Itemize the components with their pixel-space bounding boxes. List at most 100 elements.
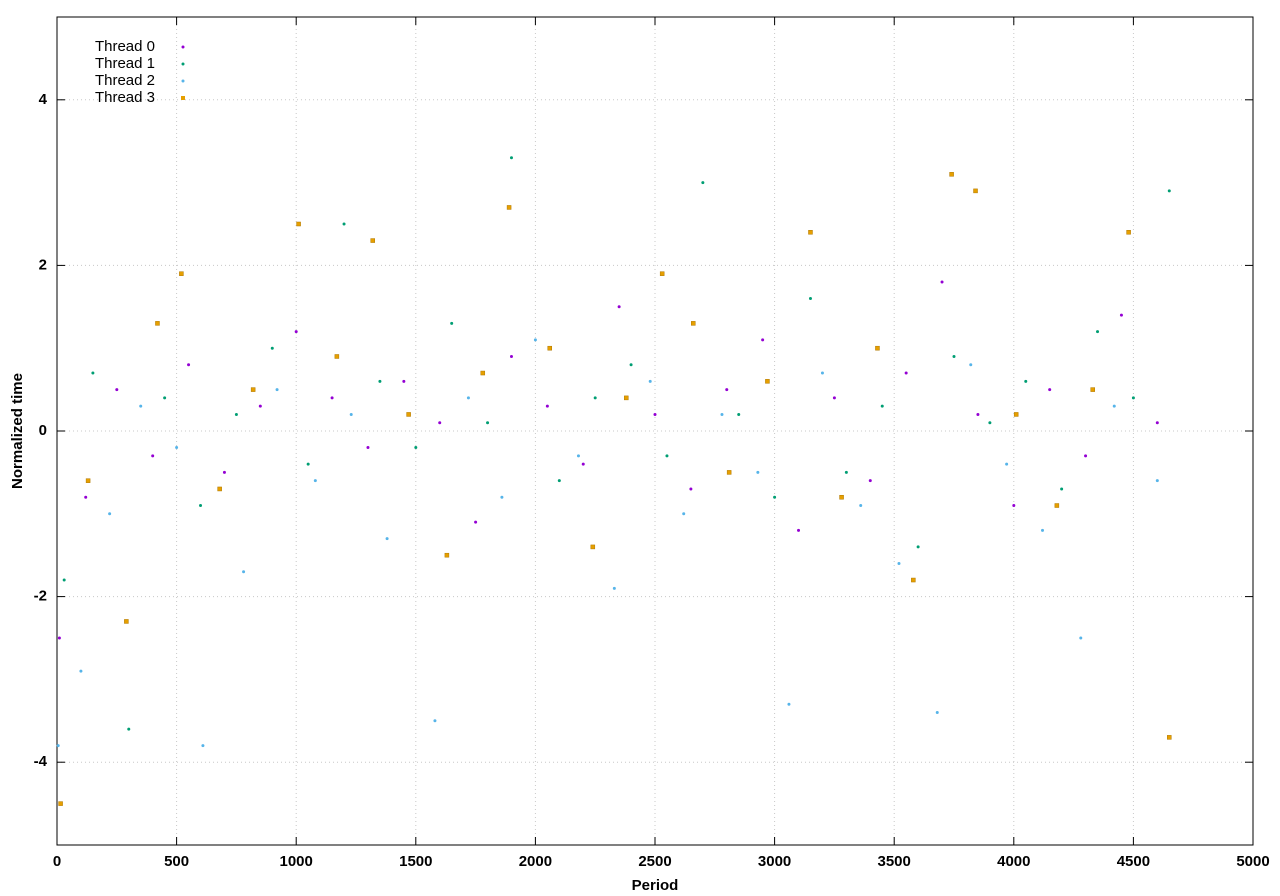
x-tick-label: 3000 (758, 853, 791, 870)
x-tick-label: 5000 (1236, 853, 1269, 870)
point (296, 221, 301, 227)
point (151, 454, 155, 458)
point (306, 462, 310, 466)
legend-label: Thread 0 (95, 38, 155, 55)
point (557, 479, 561, 483)
point (1167, 189, 1171, 193)
point (533, 338, 537, 342)
point (1005, 462, 1009, 466)
point (139, 404, 143, 408)
point (820, 371, 824, 375)
point (406, 412, 411, 417)
point (124, 619, 129, 624)
point (859, 504, 863, 508)
point (179, 271, 184, 276)
point (250, 387, 256, 392)
point (201, 744, 205, 748)
y-tick-label: 4 (39, 91, 48, 108)
point (756, 470, 760, 474)
point (691, 321, 696, 326)
point (294, 330, 298, 334)
point (486, 421, 490, 425)
x-tick-label: 4500 (1117, 853, 1150, 870)
point (976, 412, 980, 416)
point (701, 181, 705, 185)
y-tick-label: -2 (34, 588, 47, 605)
point (1167, 735, 1172, 740)
point (773, 495, 777, 499)
point (450, 321, 454, 325)
point (725, 388, 729, 392)
point (904, 371, 908, 375)
point (880, 404, 884, 408)
y-tick-label: -4 (34, 753, 48, 770)
point (378, 379, 382, 383)
x-tick-label: 0 (53, 853, 61, 870)
point (720, 412, 724, 416)
point (509, 156, 513, 160)
point (949, 172, 954, 177)
point (1012, 504, 1016, 508)
point (617, 305, 621, 309)
point (1079, 636, 1083, 640)
legend-label: Thread 1 (95, 55, 155, 72)
point (474, 520, 478, 524)
point (58, 801, 63, 806)
point (313, 479, 317, 483)
point (115, 388, 119, 392)
point (1090, 387, 1095, 392)
point (761, 338, 765, 342)
point (155, 321, 160, 326)
point (1155, 479, 1159, 483)
point (973, 188, 978, 194)
point (108, 512, 112, 516)
point (689, 487, 693, 491)
x-tick-label: 1000 (280, 853, 313, 870)
point (868, 479, 872, 483)
legend-marker (181, 79, 185, 83)
point (832, 396, 836, 400)
point (258, 404, 262, 408)
point (1048, 388, 1052, 392)
point (808, 297, 812, 301)
point (234, 412, 238, 416)
point (466, 396, 470, 400)
point (127, 727, 131, 731)
point (797, 528, 801, 532)
x-tick-label: 2500 (638, 853, 671, 870)
legend-marker (181, 96, 185, 100)
point (480, 370, 486, 376)
point (952, 354, 956, 358)
point (222, 470, 226, 474)
point (969, 363, 973, 367)
point (1126, 230, 1131, 235)
point (581, 462, 585, 466)
x-tick-label: 4000 (997, 853, 1030, 870)
x-tick-label: 3500 (878, 853, 911, 870)
point (1013, 412, 1019, 417)
point (1112, 404, 1116, 408)
point (916, 545, 920, 549)
point (765, 379, 770, 384)
x-axis-label: Period (632, 877, 679, 894)
point (349, 412, 353, 416)
point (370, 238, 375, 243)
point (547, 345, 553, 351)
point (545, 404, 549, 408)
point (509, 354, 513, 358)
point (163, 396, 167, 400)
point (175, 446, 179, 450)
point (988, 421, 992, 425)
x-tick-label: 500 (164, 853, 189, 870)
point (1084, 454, 1088, 458)
x-tick-label: 1500 (399, 853, 432, 870)
point (659, 271, 665, 276)
x-tick-label: 2000 (519, 853, 552, 870)
legend-marker (181, 45, 185, 49)
point (187, 363, 191, 367)
legend-label: Thread 2 (95, 72, 155, 89)
point (612, 586, 616, 590)
point (1155, 421, 1159, 425)
point (653, 412, 657, 416)
point (787, 702, 791, 706)
